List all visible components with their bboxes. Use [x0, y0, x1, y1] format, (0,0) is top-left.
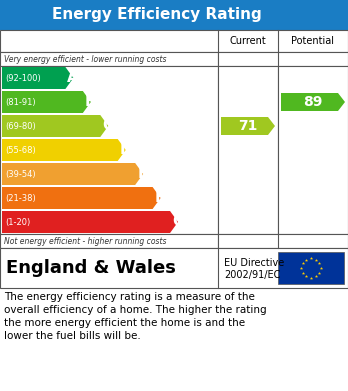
- Polygon shape: [2, 211, 178, 233]
- Polygon shape: [2, 139, 126, 161]
- Text: (21-38): (21-38): [5, 194, 36, 203]
- Text: Energy Efficiency Rating: Energy Efficiency Rating: [52, 7, 261, 23]
- Bar: [278, 252, 344, 284]
- Polygon shape: [2, 115, 108, 137]
- Text: B: B: [85, 95, 96, 109]
- Polygon shape: [221, 117, 275, 135]
- Bar: [218, 234, 348, 248]
- Text: Very energy efficient - lower running costs: Very energy efficient - lower running co…: [4, 54, 166, 63]
- Text: lower the fuel bills will be.: lower the fuel bills will be.: [4, 331, 141, 341]
- Bar: [218, 52, 348, 66]
- Text: EU Directive: EU Directive: [224, 258, 284, 268]
- Text: Not energy efficient - higher running costs: Not energy efficient - higher running co…: [4, 237, 166, 246]
- Text: C: C: [102, 118, 113, 133]
- Text: (55-68): (55-68): [5, 145, 36, 154]
- Bar: [0, 234, 218, 248]
- Text: Potential: Potential: [292, 36, 334, 46]
- Polygon shape: [281, 93, 345, 111]
- Text: the more energy efficient the home is and the: the more energy efficient the home is an…: [4, 318, 245, 328]
- Polygon shape: [2, 187, 160, 209]
- Text: D: D: [120, 142, 132, 158]
- Text: overall efficiency of a home. The higher the rating: overall efficiency of a home. The higher…: [4, 305, 267, 315]
- Text: (39-54): (39-54): [5, 170, 35, 179]
- Bar: [0, 52, 218, 66]
- Bar: [218, 66, 278, 234]
- Bar: [0, 30, 348, 52]
- Text: The energy efficiency rating is a measure of the: The energy efficiency rating is a measur…: [4, 292, 255, 302]
- Text: Current: Current: [230, 36, 266, 46]
- Text: (1-20): (1-20): [5, 217, 30, 226]
- Text: 71: 71: [238, 119, 258, 133]
- Bar: [0, 248, 348, 288]
- Polygon shape: [2, 91, 91, 113]
- Text: G: G: [172, 215, 184, 230]
- Text: F: F: [155, 190, 165, 206]
- Text: (81-91): (81-91): [5, 97, 35, 106]
- Text: (69-80): (69-80): [5, 122, 36, 131]
- Polygon shape: [2, 67, 73, 89]
- Text: England & Wales: England & Wales: [6, 259, 176, 277]
- Text: A: A: [68, 70, 79, 86]
- Polygon shape: [2, 163, 143, 185]
- Text: E: E: [137, 167, 148, 181]
- Text: 89: 89: [303, 95, 323, 109]
- Bar: [278, 66, 348, 234]
- Text: (92-100): (92-100): [5, 74, 41, 83]
- Bar: [0, 0, 348, 30]
- Text: 2002/91/EC: 2002/91/EC: [224, 270, 280, 280]
- Bar: [0, 66, 218, 234]
